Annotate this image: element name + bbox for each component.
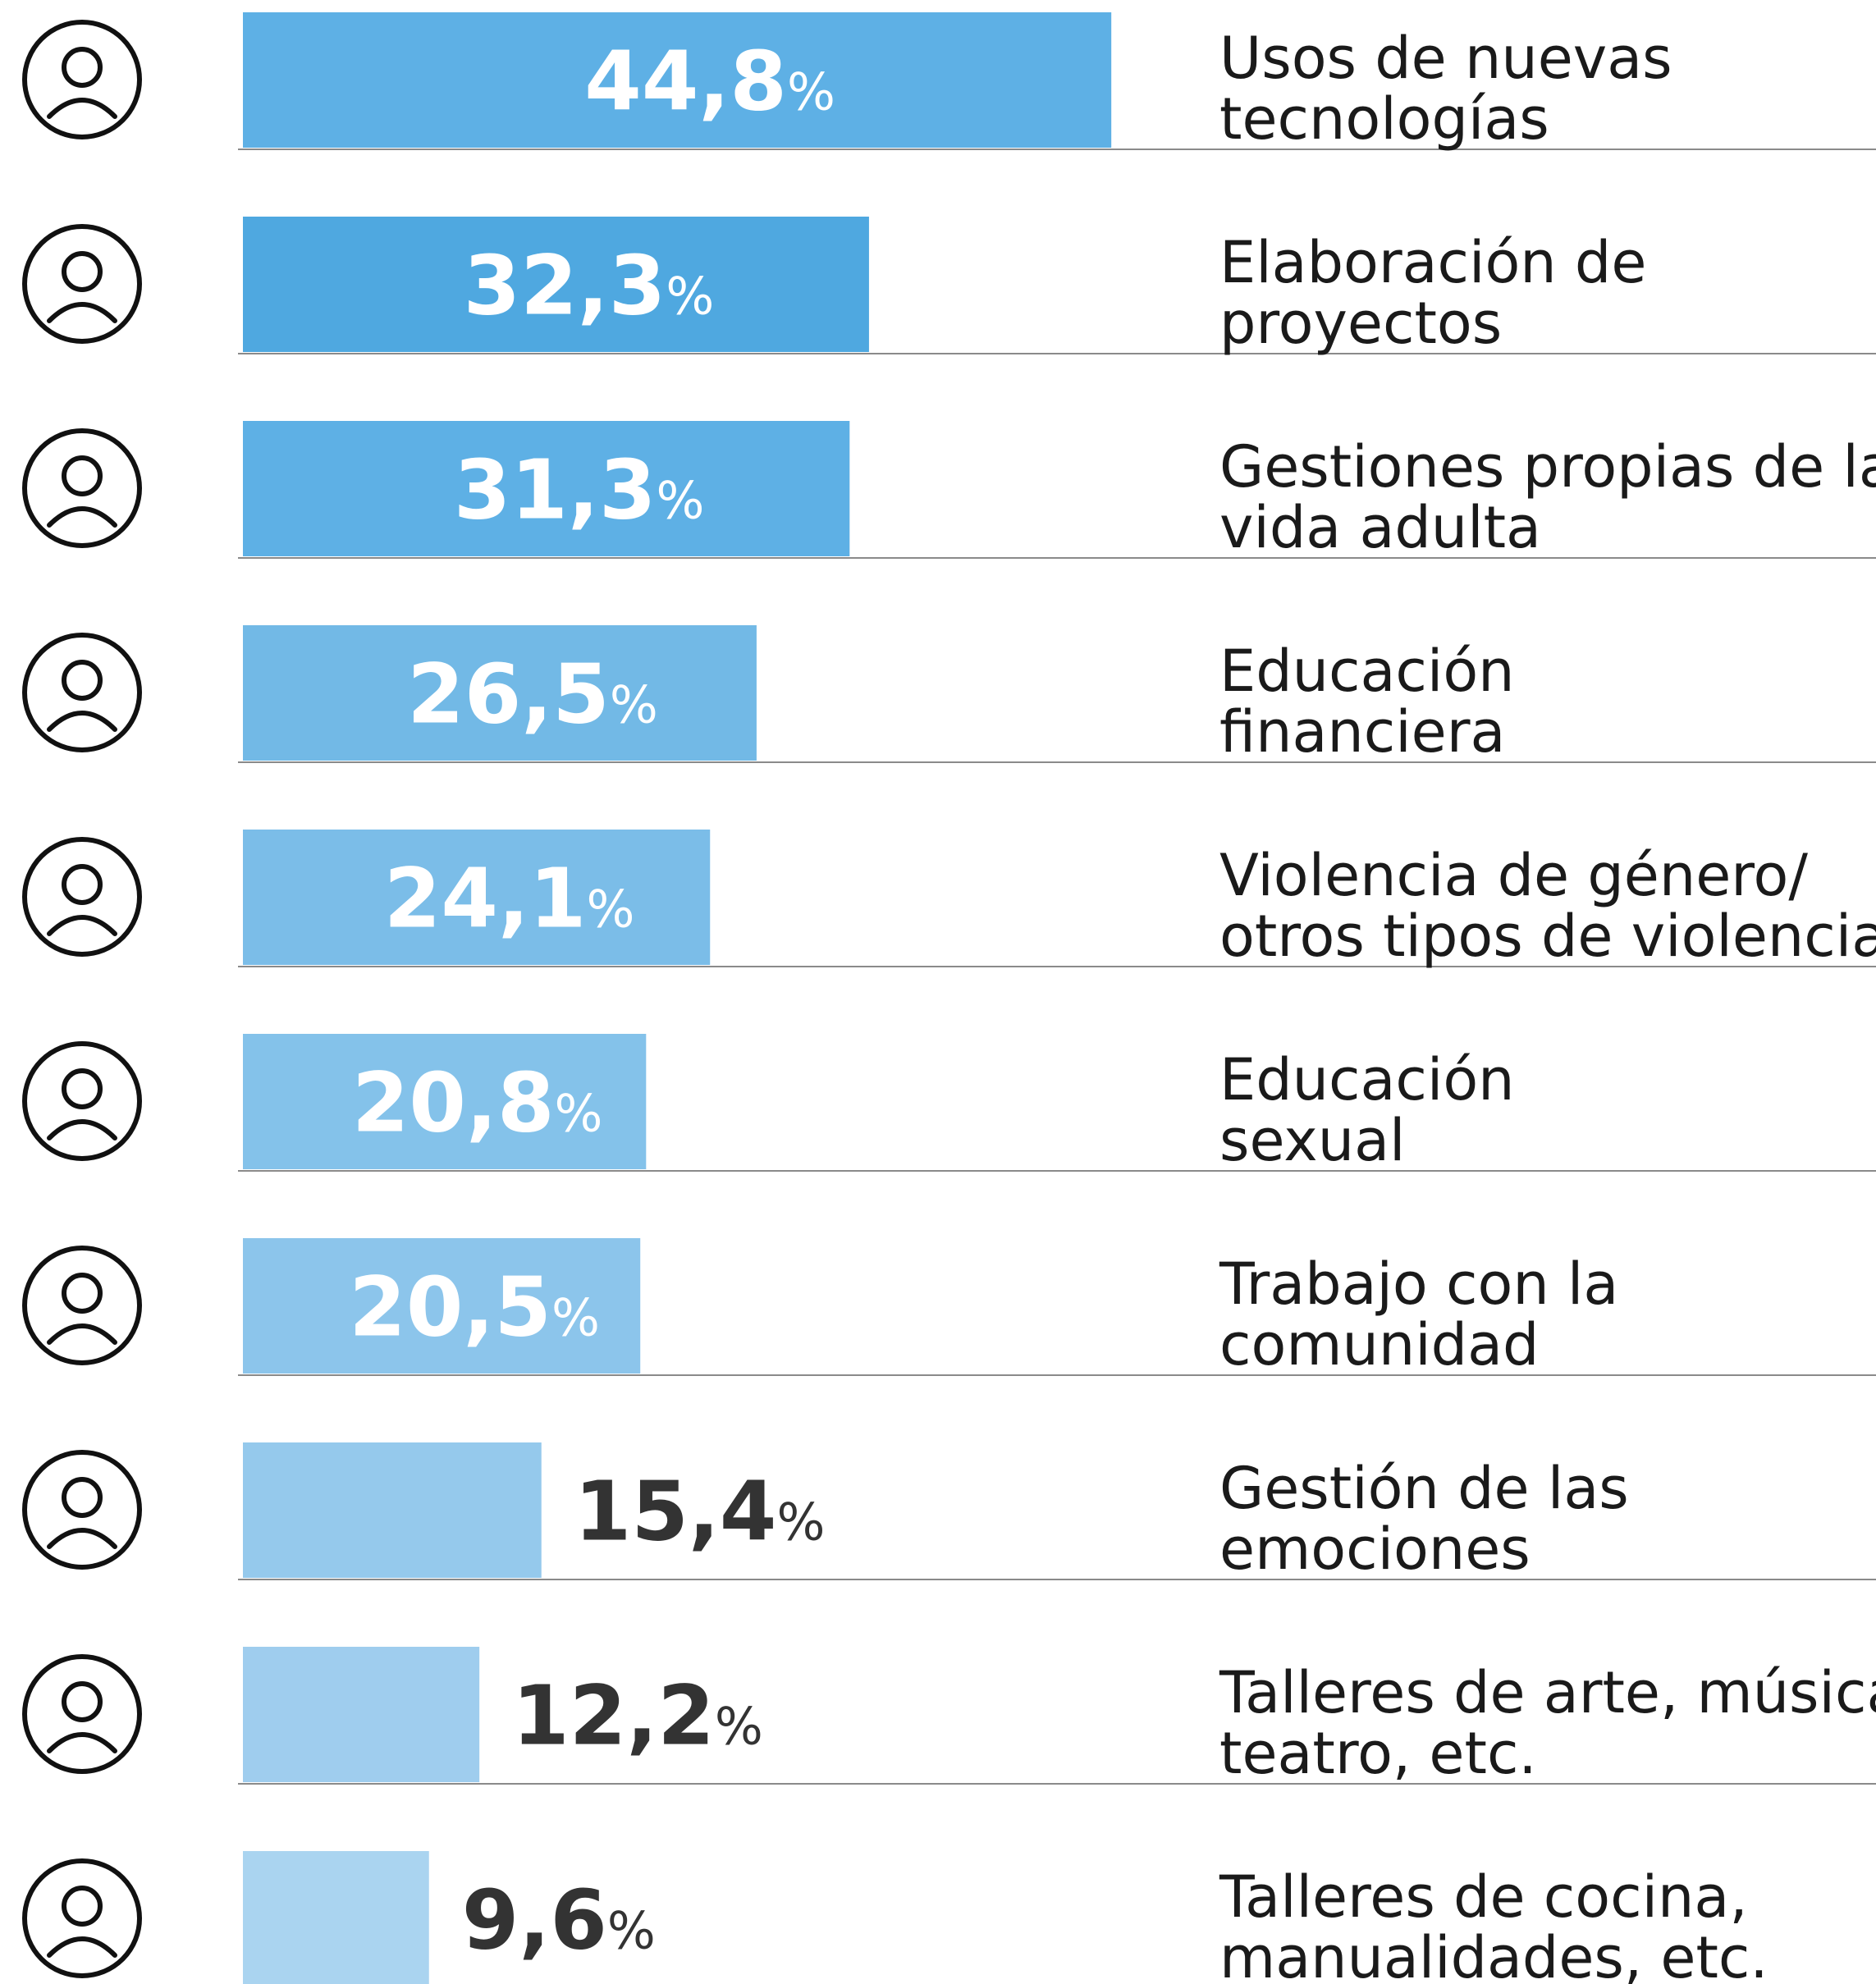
value-label: 12,2% (512, 1668, 763, 1764)
icon-shape (47, 506, 117, 528)
value-label: 24,1% (384, 851, 635, 947)
icon-shape (47, 1119, 117, 1141)
row-icon (22, 1246, 142, 1365)
category-label: Usos de nuevas tecnologías (1219, 25, 1672, 153)
row-icon (22, 428, 142, 548)
bar (243, 830, 711, 965)
bar (243, 1442, 542, 1578)
value-label: 20,8% (352, 1055, 603, 1151)
icon-shape (47, 302, 117, 323)
icon-shape (47, 1528, 117, 1549)
bar (243, 1851, 429, 1984)
icon-shape (22, 1654, 142, 1774)
row-icon (22, 224, 142, 344)
category-label: Talleres de cocina, manualidades, etc. (1219, 1863, 1768, 1984)
icon-shape (22, 1041, 142, 1161)
icon-shape (22, 1246, 142, 1365)
icon-shape (47, 1936, 117, 1958)
icon-shape (62, 1681, 103, 1722)
value-label: 26,5% (407, 647, 658, 743)
category-label: Violencia de género/otros tipos de viole… (1219, 842, 1876, 970)
icon-shape (62, 660, 103, 701)
row-icon (22, 1858, 142, 1978)
icon-shape (62, 47, 103, 88)
icon-shape (47, 1323, 117, 1345)
category-label: Elaboración de proyectos (1219, 229, 1646, 357)
value-label: 44,8% (584, 34, 835, 130)
bar (243, 1647, 480, 1782)
value-label: 9,6% (462, 1872, 656, 1968)
icon-shape (22, 1858, 142, 1978)
bar (243, 1238, 641, 1374)
icon-shape (22, 428, 142, 548)
icon-shape (22, 837, 142, 957)
category-label: Educación sexual (1219, 1046, 1515, 1174)
icon-shape (62, 1477, 103, 1518)
icon-shape (22, 224, 142, 344)
row-icon (22, 1654, 142, 1774)
icon-shape (22, 20, 142, 139)
icon-shape (22, 1450, 142, 1570)
icon-shape (62, 455, 103, 496)
bar (243, 12, 1112, 148)
value-label: 31,3% (454, 442, 705, 538)
row-icon (22, 837, 142, 957)
icon-shape (47, 711, 117, 732)
icon-shape (62, 864, 103, 905)
icon-shape (62, 1068, 103, 1109)
icon-shape (47, 915, 117, 936)
value-label: 15,4% (574, 1464, 826, 1560)
icon-shape (62, 251, 103, 292)
category-label: Gestión de las emociones (1219, 1455, 1629, 1583)
row-icon (22, 20, 142, 139)
category-label: Talleres de arte, música, teatro, etc. (1219, 1659, 1876, 1787)
icon-shape (22, 633, 142, 752)
row-icon (22, 1041, 142, 1161)
bar (243, 625, 757, 761)
icon-shape (47, 1732, 117, 1753)
category-label: Trabajo con la comunidad (1219, 1250, 1618, 1378)
row-icon (22, 1450, 142, 1570)
icon-shape (62, 1273, 103, 1314)
bar (243, 217, 869, 352)
value-label: 32,3% (464, 238, 715, 334)
row-icon (22, 633, 142, 752)
category-label: Gestiones propias de la vida adulta (1219, 433, 1876, 561)
category-label: Educación financiera (1219, 638, 1515, 766)
icon-shape (62, 1886, 103, 1927)
icon-shape (47, 98, 117, 119)
value-label: 20,5% (349, 1259, 600, 1355)
bar (243, 421, 850, 556)
bar (243, 1034, 647, 1169)
